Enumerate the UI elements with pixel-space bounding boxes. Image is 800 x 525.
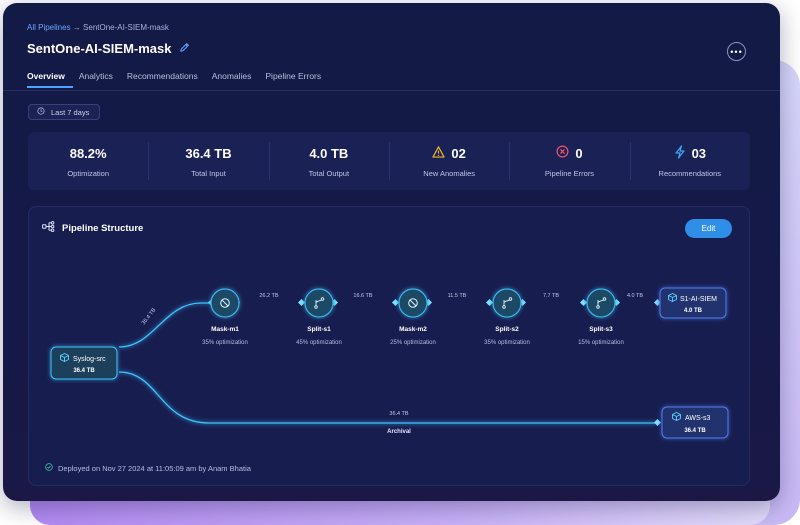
stat-pipeline-errors-label: Pipeline Errors bbox=[544, 169, 595, 178]
edge-label-split-s2-split-s3: 7.7 TB bbox=[543, 293, 559, 299]
stat-total-input-value: 36.4 TB bbox=[185, 145, 232, 161]
source-node-size: 36.4 TB bbox=[73, 368, 95, 374]
edge-source-mask-m1 bbox=[118, 302, 209, 348]
node-name: Split-s2 bbox=[495, 326, 519, 333]
node-optimization: 35% optimization bbox=[484, 340, 530, 346]
warning-icon bbox=[432, 145, 446, 161]
destination-node-name: S1-AI-SIEM bbox=[680, 296, 717, 303]
deployment-info: Deployed on Nov 27 2024 at 11:05:09 am b… bbox=[45, 463, 251, 473]
edge-source-aws-s3 bbox=[118, 371, 657, 424]
cube-icon bbox=[668, 293, 677, 302]
stat-new-anomalies-label: New Anomalies bbox=[423, 169, 475, 178]
split-icon bbox=[314, 297, 325, 309]
page-title-text: SentOne-AI-SIEM-mask bbox=[27, 41, 172, 56]
node-optimization: 45% optimization bbox=[296, 340, 342, 346]
tab-analytics[interactable]: Analytics bbox=[78, 71, 113, 81]
node-name: Mask-m2 bbox=[399, 326, 427, 333]
tab-recommendations[interactable]: Recommendations bbox=[126, 71, 198, 81]
page-title: SentOne-AI-SIEM-mask bbox=[27, 41, 190, 56]
pipeline-structure-icon bbox=[42, 221, 55, 235]
stat-new-anomalies[interactable]: 02 New Anomalies bbox=[388, 132, 509, 190]
node-split-s2[interactable]: Split-s2 35% optimization bbox=[484, 288, 530, 346]
tab-anomalies[interactable]: Anomalies bbox=[211, 71, 252, 81]
edge-label-mask-m1-split-s1: 26.2 TB bbox=[259, 293, 278, 299]
tab-bar: Overview Analytics Recommendations Anoma… bbox=[27, 71, 335, 88]
mask-icon bbox=[220, 298, 230, 308]
node-name: Split-s3 bbox=[589, 326, 613, 333]
date-range-button[interactable]: Last 7 days bbox=[28, 104, 101, 120]
stat-recommendations[interactable]: 03 Recommendations bbox=[629, 132, 750, 190]
pipeline-graph: 36.4 TB 26.2 TB 16.6 TB 11.5 TB 7.7 TB 4… bbox=[50, 287, 729, 439]
stat-total-input-label: Total Input bbox=[191, 169, 226, 178]
stat-total-output-label: Total Output bbox=[308, 169, 350, 178]
split-icon bbox=[596, 297, 607, 309]
destination-node-size: 36.4 TB bbox=[684, 428, 706, 434]
more-options-button[interactable]: ••• bbox=[727, 42, 746, 61]
node-mask-m2[interactable]: Mask-m2 25% optimization bbox=[390, 288, 436, 346]
node-optimization: 25% optimization bbox=[390, 340, 436, 346]
stat-pipeline-errors[interactable]: 0 Pipeline Errors bbox=[509, 132, 629, 190]
stat-recommendations-value: 03 bbox=[691, 145, 707, 161]
stat-optimization-label: Optimization bbox=[67, 169, 109, 178]
node-optimization: 15% optimization bbox=[578, 340, 624, 346]
mask-icon bbox=[408, 298, 418, 308]
tab-divider bbox=[3, 90, 780, 91]
node-split-s1[interactable]: Split-s1 45% optimization bbox=[296, 288, 342, 346]
destination-node-aws-s3[interactable]: AWS-s3 36.4 TB bbox=[661, 406, 729, 439]
source-node-name: Syslog-src bbox=[73, 356, 106, 363]
node-optimization: 35% optimization bbox=[202, 340, 248, 346]
stat-recommendations-label: Recommendations bbox=[658, 169, 722, 178]
stat-total-input: 36.4 TB Total Input bbox=[148, 132, 268, 190]
branch-label-archival: Archival bbox=[387, 429, 411, 435]
destination-node-size: 4.0 TB bbox=[684, 308, 703, 314]
stat-new-anomalies-value: 02 bbox=[451, 145, 466, 161]
stat-pipeline-errors-value: 0 bbox=[575, 145, 583, 161]
breadcrumb-separator: → bbox=[70, 23, 84, 32]
stat-optimization-value: 88.2% bbox=[69, 145, 107, 161]
breadcrumb: All Pipelines → SentOne-AI-SIEM-mask bbox=[27, 23, 169, 32]
app-window: All Pipelines → SentOne-AI-SIEM-mask Sen… bbox=[3, 3, 780, 501]
stat-optimization: 88.2% Optimization bbox=[28, 132, 148, 190]
pipeline-structure-title: Pipeline Structure bbox=[42, 221, 143, 235]
node-name: Split-s1 bbox=[307, 326, 331, 333]
date-range-label: Last 7 days bbox=[51, 107, 90, 117]
edge-label-archival: 36.4 TB bbox=[389, 411, 408, 417]
edge-label-source-mask: 36.4 TB bbox=[141, 307, 158, 326]
breadcrumb-all-pipelines[interactable]: All Pipelines bbox=[27, 23, 71, 32]
destination-node-name: AWS-s3 bbox=[685, 415, 711, 422]
split-icon bbox=[502, 297, 513, 309]
stats-bar: 88.2% Optimization 36.4 TB Total Input 4… bbox=[28, 132, 750, 190]
edge-label-mask-m2-split-s2: 11.5 TB bbox=[448, 293, 467, 299]
lightning-icon bbox=[674, 144, 686, 162]
tab-pipeline-errors[interactable]: Pipeline Errors bbox=[265, 71, 322, 81]
source-node-syslog-src[interactable]: Syslog-src 36.4 TB bbox=[50, 346, 118, 380]
node-name: Mask-m1 bbox=[211, 326, 239, 333]
pipeline-structure-panel: Pipeline Structure Edit bbox=[28, 206, 750, 486]
edge-label-split-s1-mask-m2: 16.6 TB bbox=[353, 293, 372, 299]
check-circle-icon bbox=[45, 463, 53, 473]
edit-button[interactable]: Edit bbox=[685, 219, 732, 238]
cube-icon bbox=[672, 412, 681, 421]
tab-overview[interactable]: Overview bbox=[27, 71, 73, 88]
edge-label-split-s3-dest: 4.0 TB bbox=[627, 293, 643, 299]
deployment-text: Deployed on Nov 27 2024 at 11:05:09 am b… bbox=[58, 463, 251, 473]
stat-total-output: 4.0 TB Total Output bbox=[268, 132, 389, 190]
stat-total-output-value: 4.0 TB bbox=[309, 145, 349, 161]
node-mask-m1[interactable]: Mask-m1 35% optimization bbox=[202, 288, 248, 346]
destination-node-s1-ai-siem[interactable]: S1-AI-SIEM 4.0 TB bbox=[659, 287, 727, 319]
breadcrumb-current: SentOne-AI-SIEM-mask bbox=[83, 23, 169, 32]
error-circle-icon bbox=[556, 145, 569, 161]
node-split-s3[interactable]: Split-s3 15% optimization bbox=[578, 288, 624, 346]
pencil-icon[interactable] bbox=[179, 41, 190, 56]
clock-icon bbox=[37, 107, 45, 117]
cube-icon bbox=[60, 353, 69, 362]
pipeline-structure-label: Pipeline Structure bbox=[62, 222, 144, 234]
